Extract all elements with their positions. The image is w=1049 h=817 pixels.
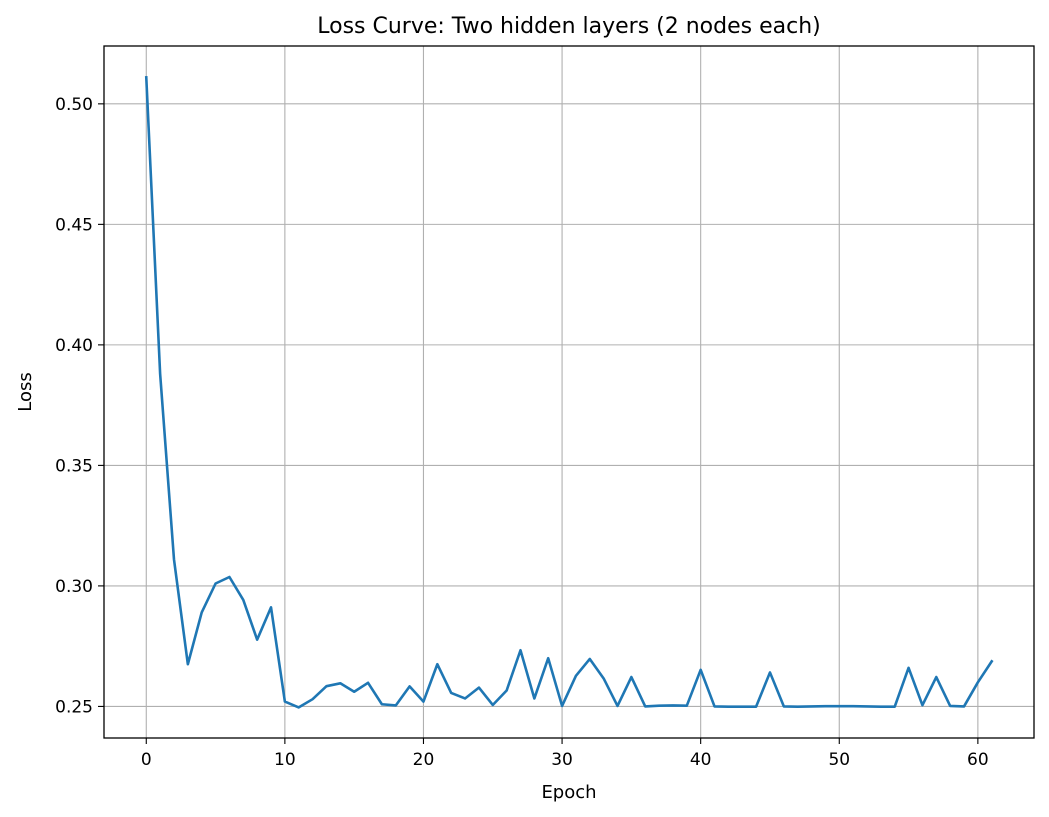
x-axis-ticks: 0 10 20 30 40 50 60 <box>141 738 989 770</box>
y-axis-label: Loss <box>15 372 36 411</box>
chart-title: Loss Curve: Two hidden layers (2 nodes e… <box>317 14 820 39</box>
x-tick-label: 0 <box>141 750 152 770</box>
y-tick-label: 0.50 <box>55 95 93 115</box>
series-layer <box>144 75 994 709</box>
y-tick-label: 0.25 <box>55 697 93 717</box>
x-tick-label: 30 <box>551 750 573 770</box>
x-tick-label: 50 <box>828 750 850 770</box>
y-axis-ticks: 0.25 0.30 0.35 0.40 0.45 0.50 <box>55 95 104 717</box>
loss-series-line <box>144 75 994 709</box>
x-tick-label: 20 <box>413 750 435 770</box>
x-axis-label: Epoch <box>541 782 596 803</box>
x-tick-label: 10 <box>274 750 296 770</box>
plot-frame <box>103 45 1035 739</box>
y-tick-label: 0.40 <box>55 336 93 356</box>
y-tick-label: 0.35 <box>55 456 93 476</box>
grid-lines <box>104 46 1034 738</box>
y-tick-label: 0.45 <box>55 215 93 235</box>
y-tick-label: 0.30 <box>55 577 93 597</box>
x-tick-label: 40 <box>690 750 712 770</box>
x-tick-label: 60 <box>967 750 989 770</box>
